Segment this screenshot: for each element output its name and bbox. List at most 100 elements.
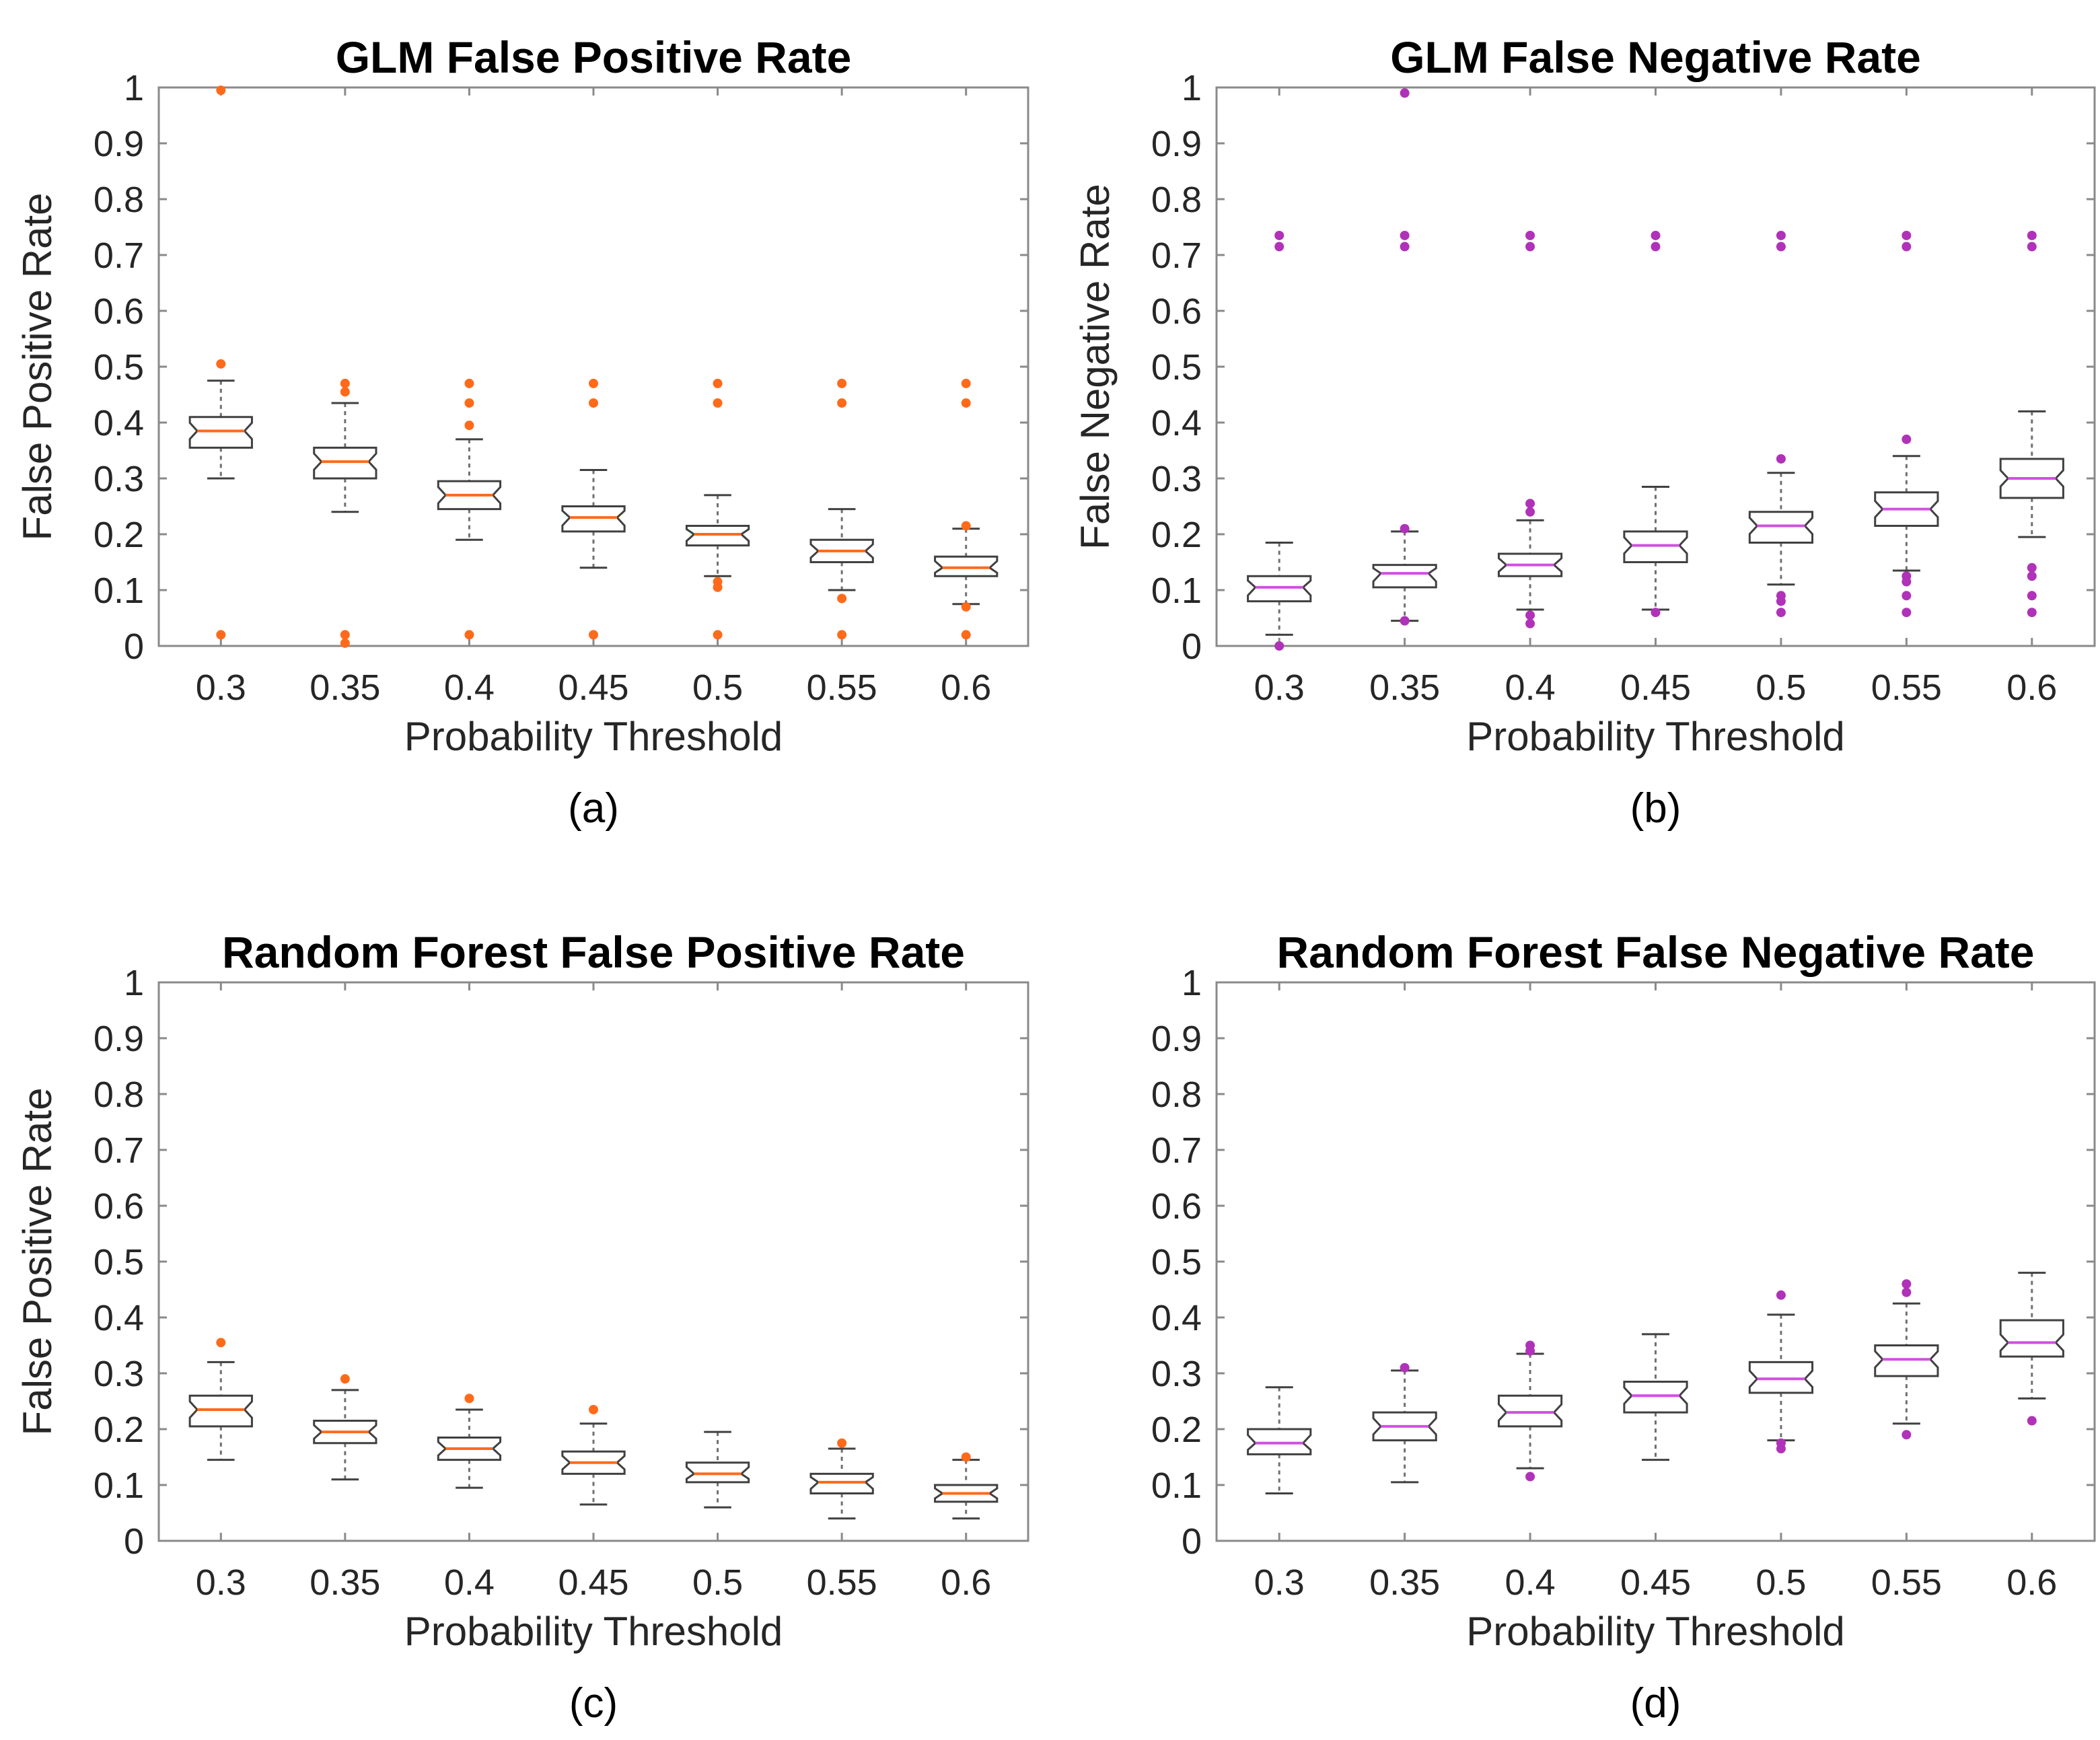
x-tick-label: 0.35: [1369, 1562, 1440, 1603]
y-tick-label: 0.5: [1151, 347, 1202, 388]
outlier-point: [837, 593, 847, 604]
chart-title: GLM False Negative Rate: [1390, 32, 1921, 82]
outlier-point: [1902, 1287, 1912, 1297]
box-body: [1623, 530, 1688, 563]
outlier-point: [1525, 242, 1535, 252]
outlier-point: [340, 378, 350, 388]
outlier-point: [1400, 242, 1410, 252]
y-tick-label: 1: [124, 68, 144, 108]
outlier-point: [837, 398, 847, 408]
outlier-point: [1902, 1430, 1912, 1440]
y-tick-label: 0.3: [94, 1354, 144, 1394]
y-tick-label: 1: [1182, 963, 1202, 1003]
outlier-point: [589, 398, 598, 408]
y-axis-label: False Negative Rate: [1073, 184, 1118, 550]
x-tick-label: 0.4: [1505, 667, 1556, 708]
box-0.3: [188, 85, 253, 640]
y-tick-label: 0.1: [1151, 571, 1202, 611]
x-tick-label: 0.5: [692, 1562, 743, 1603]
x-tick-label: 0.3: [196, 1562, 246, 1603]
chart-panel-2: 0 0.1 0.2 0.3 0.4 0.5 0.6 0.7 0.8 0.9 1 0.3 0.35 0.4 0…: [1073, 32, 2096, 832]
y-tick-label: 0: [1182, 626, 1202, 667]
x-tick-label: 0.55: [807, 667, 877, 708]
outlier-point: [216, 359, 226, 369]
outlier-point: [589, 630, 598, 640]
x-tick-label: 0.3: [1254, 667, 1305, 708]
outlier-point: [1400, 523, 1410, 534]
x-tick-label: 0.5: [1755, 667, 1806, 708]
box-body: [1247, 1428, 1312, 1455]
chart-panel-1: 0 0.1 0.2 0.3 0.4 0.5 0.6 0.7 0.8 0.9 1 0.3 0.35 0.4 0…: [15, 32, 1029, 832]
outlier-point: [1525, 1340, 1535, 1350]
y-tick-label: 0.8: [1151, 1075, 1202, 1115]
y-tick-label: 0.4: [1151, 403, 1202, 443]
outlier-point: [464, 421, 474, 431]
y-tick-label: 0.4: [1151, 1298, 1202, 1338]
chart-title: Random Forest False Positive Rate: [222, 927, 965, 977]
box-0.6: [1999, 230, 2064, 618]
outlier-point: [961, 521, 971, 531]
box-0.45: [561, 378, 626, 640]
box-body: [1748, 511, 1814, 544]
box-0.3: [188, 1338, 253, 1461]
outlier-point: [1274, 641, 1284, 651]
outlier-point: [1525, 1472, 1535, 1482]
box-0.4: [1497, 230, 1563, 628]
box-body: [685, 525, 750, 547]
y-tick-label: 0.1: [94, 571, 144, 611]
y-tick-label: 0.3: [1151, 459, 1202, 499]
x-tick-label: 0.55: [1871, 667, 1942, 708]
box-body: [685, 1461, 750, 1484]
x-tick-label: 0.4: [444, 1562, 495, 1603]
outlier-point: [2027, 242, 2037, 252]
y-tick-label: 0.6: [94, 291, 144, 332]
box-body: [1999, 1319, 2064, 1358]
outlier-point: [1776, 608, 1786, 618]
outlier-point: [1525, 499, 1535, 509]
outlier-point: [464, 1393, 474, 1404]
outlier-point: [1274, 242, 1284, 252]
outlier-point: [1525, 507, 1535, 517]
box-body: [934, 555, 999, 577]
outlier-point: [1776, 1290, 1786, 1300]
box-0.4: [437, 1393, 502, 1489]
x-tick-label: 0.55: [1871, 1562, 1942, 1603]
box-body: [809, 1472, 874, 1494]
x-tick-label: 0.45: [1620, 667, 1691, 708]
y-tick-label: 0.8: [1151, 180, 1202, 220]
x-tick-label: 0.6: [2006, 667, 2057, 708]
box-body: [1497, 1394, 1563, 1428]
y-tick-label: 0: [124, 1521, 144, 1562]
box-0.4: [437, 378, 502, 640]
outlier-point: [589, 1404, 598, 1414]
x-tick-label: 0.5: [1755, 1562, 1806, 1603]
y-tick-label: 0.8: [94, 1075, 144, 1115]
box-0.6: [934, 1452, 999, 1520]
box-0.35: [1372, 88, 1437, 626]
outlier-point: [961, 1452, 971, 1462]
box-body: [1874, 1344, 1939, 1377]
y-tick-label: 0.5: [94, 1242, 144, 1282]
outlier-point: [1525, 618, 1535, 628]
x-axis-label: Probability Threshold: [1466, 1609, 1845, 1654]
y-tick-label: 0: [124, 626, 144, 667]
x-tick-label: 0.45: [558, 667, 628, 708]
panel-label: (d): [1630, 1680, 1681, 1727]
outlier-point: [589, 378, 598, 388]
x-tick-label: 0.35: [1369, 667, 1440, 708]
outlier-point: [340, 638, 350, 648]
y-tick-label: 0.2: [1151, 515, 1202, 555]
box-body: [1247, 575, 1312, 603]
plot-frame: [1215, 981, 2096, 1542]
outlier-point: [1776, 1438, 1786, 1448]
box-body: [1623, 1380, 1688, 1414]
x-tick-label: 0.5: [692, 667, 743, 708]
box-body: [1748, 1361, 1814, 1394]
outlier-point: [1525, 230, 1535, 240]
outlier-point: [2027, 230, 2037, 240]
outlier-point: [837, 630, 847, 640]
box-0.4: [1497, 1340, 1563, 1482]
box-body: [188, 416, 253, 449]
y-axis-label: False Positive Rate: [15, 1088, 60, 1436]
y-tick-label: 0.4: [94, 1298, 144, 1338]
